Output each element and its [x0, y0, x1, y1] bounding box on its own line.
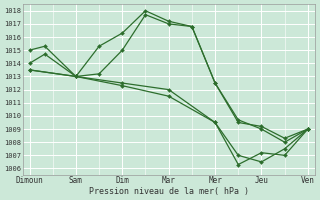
X-axis label: Pression niveau de la mer( hPa ): Pression niveau de la mer( hPa ): [89, 187, 249, 196]
